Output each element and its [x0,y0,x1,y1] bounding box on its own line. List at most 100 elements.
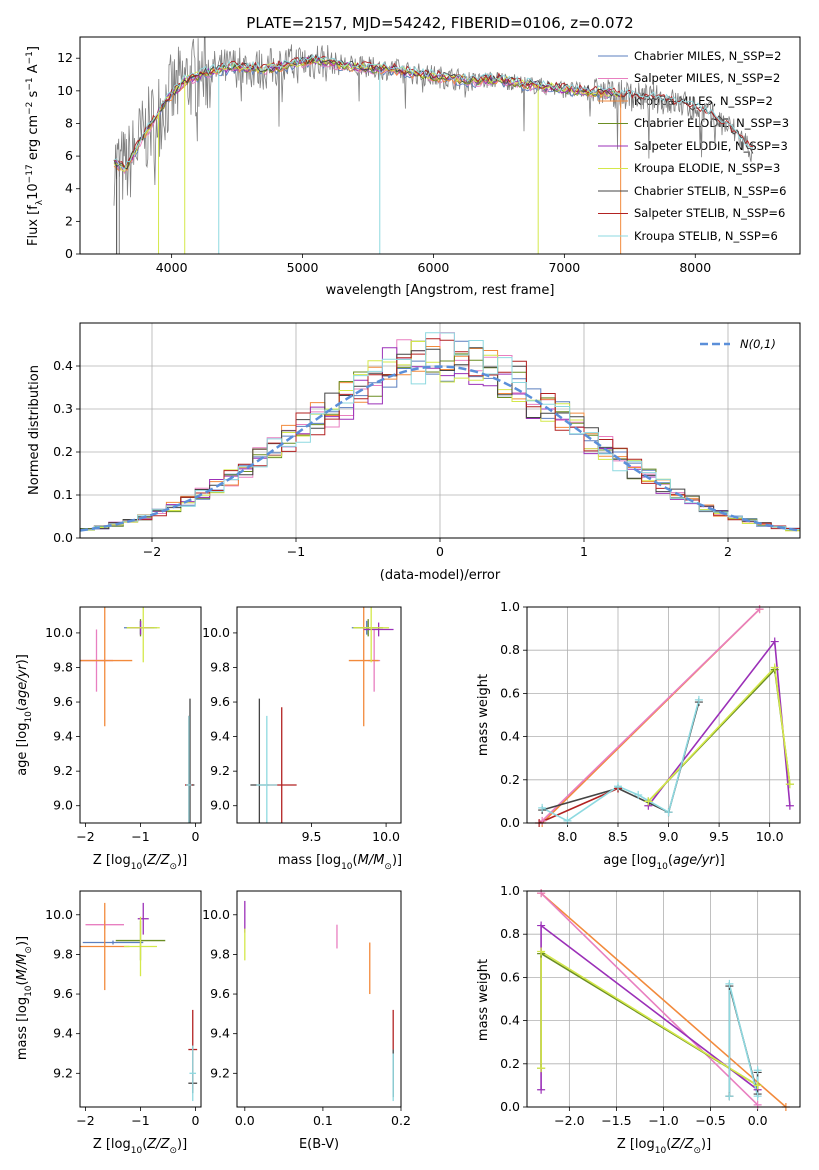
spectrum-xlabel: wavelength [Angstrom, rest frame] [326,283,555,298]
age-mass-xtick-label: 9.5 [302,829,322,844]
weight-age-marker [563,816,572,825]
mass-z-xtick-label: −2 [76,1113,94,1128]
residuals-xtick-label: 0 [436,544,444,559]
age-z-xtick-label: −1 [131,829,149,844]
spectrum-legend-labels: Chabrier MILES, N_SSP=2 Salpeter MILES, … [634,49,789,243]
residuals-panel: −2 −1 0 1 2 0.0 0.1 0.2 0.3 0.4 [53,322,801,559]
mass-ebv-ytick-label: 9.2 [210,1065,230,1080]
age-mass-xtick-label: 10.0 [372,829,400,844]
weight-z-marker [753,1092,762,1101]
weight-age-marker [694,695,703,704]
weight-age-marker [634,790,643,799]
age-z-xlabel: Z [log10(Z/Z⊙)] [93,853,187,872]
residual-histogram [80,347,800,530]
weight-age-marker [538,803,547,812]
residuals-ytick-label: 0.1 [53,487,73,502]
spectrum-xtick-label: 7000 [548,260,580,275]
weight-z-xtick-label: −1.0 [648,1113,678,1128]
residuals-xtick-label: −2 [143,544,161,559]
weight-age-xtick-label: 9.0 [659,829,679,844]
age-z-ytick-label: 9.4 [53,729,73,744]
spectrum-ytick-label: 0 [65,246,73,261]
spectrum-frame [79,36,801,255]
weight-age-ytick-label: 0.6 [500,685,520,700]
mass-ebv-xtick-label: 0.2 [391,1113,411,1128]
weight-z-ytick-label: 0.2 [500,1056,520,1071]
weight-z-marker [725,979,734,988]
mass-ebv-ytick-label: 9.6 [210,986,230,1001]
spectrum-xtick-label: 4000 [156,260,188,275]
weight-z-marker [537,889,546,898]
mass-z-xtick-label: 0 [192,1113,200,1128]
residuals-ytick-label: 0.0 [53,530,73,545]
spectrum-ytick-label: 12 [57,50,73,65]
weight-age-marker [785,801,794,810]
weight-age-marker [664,808,673,817]
weight-age-plot-area [538,608,791,823]
weight-z-xtick-label: 0.0 [748,1113,768,1128]
age-mass-ytick-label: 9.8 [210,659,230,674]
age-z-ytick-label: 10.0 [45,625,73,640]
spectrum-model-line [113,54,753,170]
spectrum-xtick-label: 6000 [418,260,450,275]
weight-z-ylabel: mass weight [476,959,491,1041]
age-z-ytick-label: 9.8 [53,659,73,674]
weight-age-ytick-label: 0.4 [500,729,520,744]
mass-ebv-plot-area [244,900,394,1102]
spectrum-ytick-label: 8 [65,115,73,130]
residuals-xlabel: (data-model)/error [380,568,501,583]
age-mass-ytick-label: 9.6 [210,694,230,709]
age-z-ytick-label: 9.6 [53,694,73,709]
age-z-ytick-label: 9.2 [53,763,73,778]
residuals-xtick-label: 1 [580,544,588,559]
spectrum-ytick-label: 10 [57,83,73,98]
age-z-panel: −2 −1 0 9.0 9.2 9.4 9.6 9.8 10.0 [45,606,202,844]
residuals-frame [79,322,801,539]
mass-z-xlabel: Z [log10(Z/Z⊙)] [93,1137,187,1156]
residuals-plot-area [80,332,800,532]
mass-ebv-ytick-label: 9.4 [210,1026,230,1041]
residuals-ylabel: Normed distribution [27,365,42,495]
mass-z-ytick-label: 10.0 [45,907,73,922]
weight-z-xlabel: Z [log10(Z/Z⊙)] [617,1137,711,1156]
legend-label-3: Chabrier ELODIE, N_SSP=3 [634,116,789,130]
spectrum-panel: 4000 5000 6000 7000 8000 0 2 4 6 8 10 12 [57,36,801,275]
mass-z-xtick-label: −1 [131,1113,149,1128]
weight-z-ytick-label: 0.0 [500,1099,520,1114]
weight-z-ytick-label: 1.0 [500,883,520,898]
age-z-ylabel: age [log10(age/yr)] [15,654,34,776]
weight-z-line [540,892,787,1107]
spectrum-title: PLATE=2157, MJD=54242, FIBERID=0106, z=0… [246,14,633,32]
weight-age-ytick-label: 1.0 [500,599,520,614]
spectrum-plot-area [113,37,754,254]
weight-z-line [540,892,759,1106]
age-z-frame [79,606,202,824]
age-mass-ytick-label: 10.0 [202,625,230,640]
weight-age-xtick-label: 8.5 [608,829,628,844]
weight-age-frame [526,606,801,824]
mass-z-ylabel: mass [log10(M/M⊙)] [15,936,34,1060]
spectrum-xtick-label: 8000 [679,260,711,275]
weight-age-ylabel: mass weight [476,674,491,756]
weight-z-ytick-label: 0.6 [500,969,520,984]
age-mass-ytick-label: 9.2 [210,763,230,778]
weight-z-xtick-label: −1.5 [601,1113,631,1128]
spectrum-model-line [113,55,753,168]
legend-label-1: Salpeter MILES, N_SSP=2 [634,71,780,85]
age-mass-frame [236,606,402,824]
weight-age-line [541,608,761,822]
weight-age-ytick-label: 0.8 [500,642,520,657]
mass-ebv-frame [236,890,402,1108]
spectrum-ytick-label: 2 [65,213,73,228]
gaussian-curve [80,365,800,532]
legend-label-8: Kroupa STELIB, N_SSP=6 [634,229,778,243]
weight-age-marker [755,605,764,614]
weight-z-panel: −2.0 −1.5 −1.0 −0.5 0.0 0.0 0.2 0.4 0.6 0.8 1.0 [500,883,801,1128]
weight-z-line [540,950,759,1087]
residual-histogram [80,332,800,531]
mass-z-frame [79,890,202,1108]
weight-age-panel: 8.0 8.5 9.0 9.5 10.0 0.0 0.2 0.4 0.6 0.8 1.0 [500,599,801,844]
age-z-xtick-label: −2 [76,829,94,844]
mass-ebv-ytick-label: 10.0 [202,907,230,922]
